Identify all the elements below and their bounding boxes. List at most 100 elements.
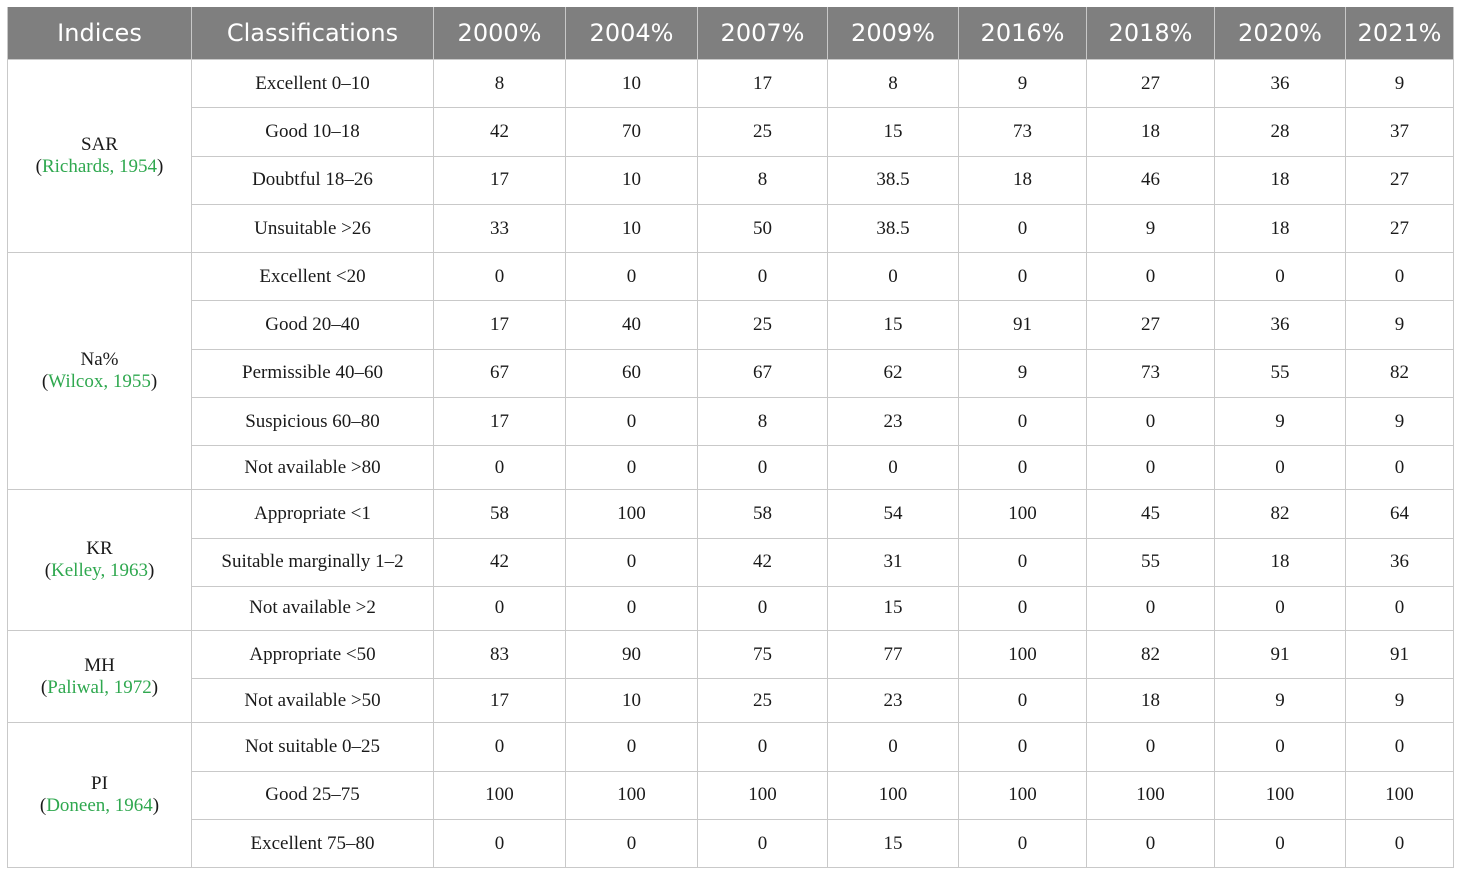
value-cell: 0: [1214, 445, 1346, 491]
value-cell: 27: [1086, 300, 1215, 350]
column-header: 2021%: [1345, 7, 1454, 60]
value-cell: 10: [565, 678, 698, 724]
value-cell: 18: [1214, 203, 1346, 254]
reference-link[interactable]: Paliwal, 1972: [47, 676, 152, 698]
column-header: 2016%: [958, 7, 1087, 60]
value-cell: 0: [958, 678, 1087, 724]
value-cell: 0: [697, 585, 828, 631]
value-cell: 100: [433, 770, 566, 820]
column-header: 2020%: [1214, 7, 1346, 60]
value-cell: 62: [827, 348, 959, 399]
value-cell: 0: [1214, 585, 1346, 631]
classification-cell: Doubtful 18–26: [191, 155, 434, 205]
value-cell: 0: [1345, 585, 1454, 631]
value-cell: 91: [1214, 629, 1346, 680]
value-cell: 27: [1345, 203, 1454, 254]
value-cell: 91: [1345, 629, 1454, 680]
value-cell: 17: [697, 58, 828, 109]
value-cell: 0: [1086, 722, 1215, 772]
classification-cell: Not suitable 0–25: [191, 722, 434, 772]
table-row: Excellent 75–80 0 0 0 15 0 0 0 0: [8, 818, 1454, 869]
reference-link[interactable]: Wilcox, 1955: [48, 371, 151, 393]
value-cell: 0: [1345, 818, 1454, 869]
value-cell: 0: [958, 252, 1087, 302]
value-cell: 77: [827, 629, 959, 680]
classification-cell: Good 10–18: [191, 107, 434, 157]
index-reference: (Richards, 1954): [35, 156, 164, 178]
value-cell: 0: [827, 722, 959, 772]
classification-cell: Suspicious 60–80: [191, 397, 434, 447]
value-cell: 23: [827, 397, 959, 447]
value-cell: 18: [1214, 537, 1346, 587]
table-row: Good 25–75 100 100 100 100 100 100 100 100: [8, 770, 1454, 820]
value-cell: 9: [958, 58, 1087, 109]
value-cell: 73: [958, 107, 1087, 157]
reference-link[interactable]: Richards, 1954: [41, 156, 158, 178]
index-reference: (Paliwal, 1972): [40, 676, 159, 698]
reference-link[interactable]: Doneen, 1964: [46, 795, 153, 817]
value-cell: 0: [1214, 722, 1346, 772]
index-name: PI: [91, 773, 108, 795]
value-cell: 0: [565, 445, 698, 491]
table-row: KR (Kelley, 1963) Appropriate <1 58 100 58 54 1…: [7, 489, 1454, 631]
value-cell: 9: [1345, 397, 1454, 447]
index-cell: KR (Kelley, 1963): [7, 489, 192, 631]
value-cell: 100: [958, 489, 1087, 539]
index-name: SAR: [81, 134, 118, 156]
reference-link[interactable]: Kelley, 1963: [51, 560, 148, 582]
value-cell: 0: [697, 722, 828, 772]
value-cell: 0: [1086, 397, 1215, 447]
value-cell: 90: [565, 629, 698, 680]
value-cell: 46: [1086, 155, 1215, 205]
table-body: SAR (Richards, 1954) Excellent 0–10 8 10 17 8 9…: [7, 58, 1454, 869]
value-cell: 100: [1214, 770, 1346, 820]
value-cell: 82: [1345, 348, 1454, 399]
value-cell: 9: [1345, 58, 1454, 109]
table-row: Good 10–18 42 70 25 15 73 18 28 37: [8, 107, 1454, 157]
value-cell: 36: [1214, 58, 1346, 109]
column-header: 2004%: [565, 7, 698, 60]
value-cell: 38.5: [827, 155, 959, 205]
value-cell: 8: [827, 58, 959, 109]
value-cell: 0: [958, 722, 1087, 772]
value-cell: 0: [958, 397, 1087, 447]
table-row: Doubtful 18–26 17 10 8 38.5 18 46 18 27: [8, 155, 1454, 205]
value-cell: 9: [1214, 678, 1346, 724]
value-cell: 67: [433, 348, 566, 399]
classification-cell: Suitable marginally 1–2: [191, 537, 434, 587]
classification-cell: Good 20–40: [191, 300, 434, 350]
value-cell: 0: [565, 397, 698, 447]
classification-cell: Not available >80: [191, 445, 434, 491]
value-cell: 0: [827, 252, 959, 302]
value-cell: 9: [1345, 678, 1454, 724]
column-header: 2018%: [1086, 7, 1215, 60]
value-cell: 0: [958, 445, 1087, 491]
value-cell: 38.5: [827, 203, 959, 254]
value-cell: 58: [433, 489, 566, 539]
value-cell: 8: [433, 58, 566, 109]
table-row: Good 20–40 17 40 25 15 91 27 36 9: [8, 300, 1454, 350]
classification-cell: Good 25–75: [191, 770, 434, 820]
classification-cell: Appropriate <50: [191, 629, 434, 680]
index-cell: Na% (Wilcox, 1955): [7, 252, 192, 491]
value-cell: 0: [565, 252, 698, 302]
value-cell: 45: [1086, 489, 1215, 539]
value-cell: 0: [697, 445, 828, 491]
value-cell: 73: [1086, 348, 1215, 399]
value-cell: 0: [433, 252, 566, 302]
value-cell: 15: [827, 818, 959, 869]
table-row: Not available >80 0 0 0 0 0 0 0 0: [8, 445, 1454, 491]
value-cell: 0: [1086, 252, 1215, 302]
value-cell: 0: [433, 722, 566, 772]
value-cell: 100: [565, 489, 698, 539]
value-cell: 67: [697, 348, 828, 399]
value-cell: 54: [827, 489, 959, 539]
value-cell: 0: [958, 585, 1087, 631]
value-cell: 0: [565, 585, 698, 631]
value-cell: 17: [433, 397, 566, 447]
column-header: 2000%: [433, 7, 566, 60]
value-cell: 36: [1214, 300, 1346, 350]
value-cell: 0: [958, 818, 1087, 869]
value-cell: 0: [433, 445, 566, 491]
table-row: Not available >2 0 0 0 15 0 0 0 0: [8, 585, 1454, 631]
